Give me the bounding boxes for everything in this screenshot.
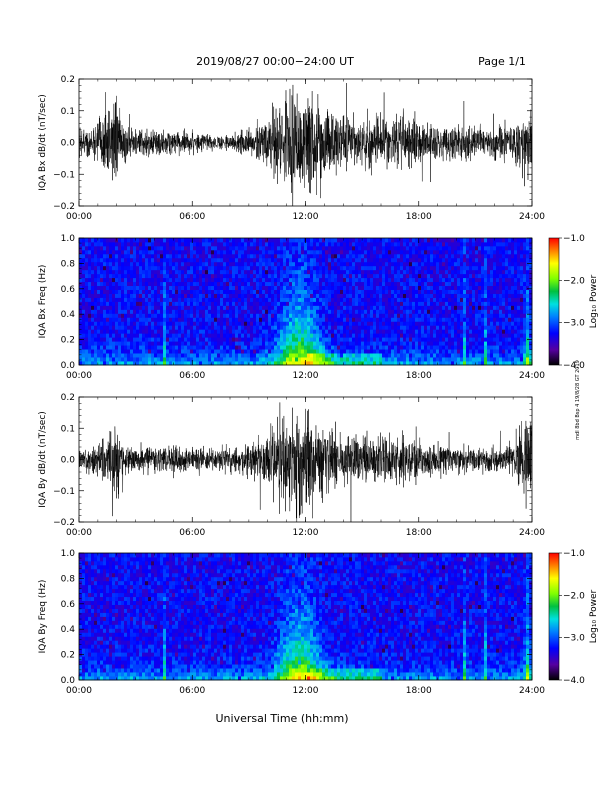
y-tick-label: −0.2 <box>53 202 75 212</box>
y-tick-label: 0.4 <box>61 310 76 320</box>
x-tick-label: 18:00 <box>406 528 432 538</box>
heatmap-cells <box>79 238 533 366</box>
colorbar-label: Log₁₀ Power <box>589 590 599 644</box>
x-tick-label: 24:00 <box>519 212 545 222</box>
y-tick-label: 0.6 <box>61 285 76 295</box>
y-tick-label: 0.1 <box>61 107 75 117</box>
x-tick-label: 06:00 <box>179 528 205 538</box>
colorbar-tick-label: −1.0 <box>563 234 585 244</box>
y-tick-label: 0.8 <box>61 574 76 584</box>
y-tick-label: −0.1 <box>53 487 75 497</box>
panel-2: −1.0 −2.0 −3.0 −4.0 Log₁₀ Power 1.0 0.8 0.6 0.4 0… <box>38 234 599 381</box>
panel-3: 0.2 0.1 0.0 −0.1 −0.200:00 06:00 12:00 18:00 24:… <box>38 393 545 538</box>
x-axis-label: Universal Time (hh:mm) <box>216 712 349 725</box>
y-tick-label: 0.0 <box>61 139 76 149</box>
colorbar <box>548 237 560 366</box>
colorbar <box>548 552 560 681</box>
y-tick-label: −0.1 <box>53 170 75 180</box>
y-tick-label: 0.2 <box>61 75 75 85</box>
y-tick-label: 0.2 <box>61 336 75 346</box>
y-axis-label: IQA By Freq (Hz) <box>38 580 48 654</box>
y-tick-label: 0.2 <box>61 651 75 661</box>
y-tick-label: 0.2 <box>61 393 75 403</box>
x-tick-label: 18:00 <box>406 686 432 696</box>
page-number: Page 1/1 <box>478 55 526 68</box>
y-tick-label: −0.2 <box>53 518 75 528</box>
y-axis-label: IQA By dB/dt (nT/sec) <box>38 411 48 508</box>
y-axis-label: IQA Bx dB/dt (nT/sec) <box>38 94 48 191</box>
series-line <box>79 402 532 522</box>
x-tick-label: 24:00 <box>519 528 545 538</box>
colorbar-tick-label: −2.0 <box>563 591 585 601</box>
x-tick-label: 18:00 <box>406 212 432 222</box>
colorbar-tick-label: −4.0 <box>563 676 585 686</box>
x-tick-label: 06:00 <box>179 371 205 381</box>
side-note: mdl 8bd Bsp 4 19/8/28 GT 2019 <box>575 360 581 440</box>
x-tick-label: 24:00 <box>519 371 545 381</box>
panels: 0.20.10.0−0.1−0.200:00 06:00 12:00 18:00 24:… <box>38 75 599 696</box>
x-tick-label: 12:00 <box>293 212 319 222</box>
colorbar-tick-label: −3.0 <box>563 319 585 329</box>
panel-1: 0.2 0.1 0.0 −0.1 −0.200:00 06:00 12:00 18:00 24:… <box>38 75 545 222</box>
colorbar-label: Log₁₀ Power <box>589 275 599 329</box>
y-tick-label: 0.8 <box>61 259 76 269</box>
y-tick-label: 0.0 <box>61 361 76 371</box>
series-line <box>79 83 532 206</box>
x-tick-label: 00:00 <box>66 528 92 538</box>
x-tick-label: 18:00 <box>406 371 432 381</box>
heatmap-cells <box>79 553 533 681</box>
x-tick-label: 00:00 <box>66 371 92 381</box>
y-tick-label: 0.0 <box>61 676 76 686</box>
page-title: 2019/08/27 00:00−24:00 UT <box>196 55 354 68</box>
x-tick-label: 00:00 <box>66 686 92 696</box>
y-tick-label: 1.0 <box>61 549 76 559</box>
colorbar-tick-label: −2.0 <box>563 276 585 286</box>
y-axis-label: IQA Bx Freq (Hz) <box>38 265 48 339</box>
y-tick-label: 0.4 <box>61 625 76 635</box>
colorbar-tick-label: −1.0 <box>563 549 585 559</box>
colorbar-tick-label: −3.0 <box>563 634 585 644</box>
x-tick-label: 06:00 <box>179 212 205 222</box>
y-tick-label: 1.0 <box>61 234 76 244</box>
x-tick-label: 12:00 <box>293 371 319 381</box>
y-tick-label: 0.0 <box>61 456 76 466</box>
colorbar-tick-label: −4.0 <box>563 361 585 371</box>
x-tick-label: 12:00 <box>293 686 319 696</box>
panel-4: −1.0 −2.0 −3.0 −4.0 Log₁₀ Power 1.0 0.8 0.6 0.4 0… <box>38 549 599 696</box>
x-tick-label: 00:00 <box>66 212 92 222</box>
x-tick-label: 12:00 <box>293 528 319 538</box>
x-tick-label: 06:00 <box>179 686 205 696</box>
y-tick-label: 0.6 <box>61 600 76 610</box>
y-tick-label: 0.1 <box>61 424 75 434</box>
x-tick-label: 24:00 <box>519 686 545 696</box>
